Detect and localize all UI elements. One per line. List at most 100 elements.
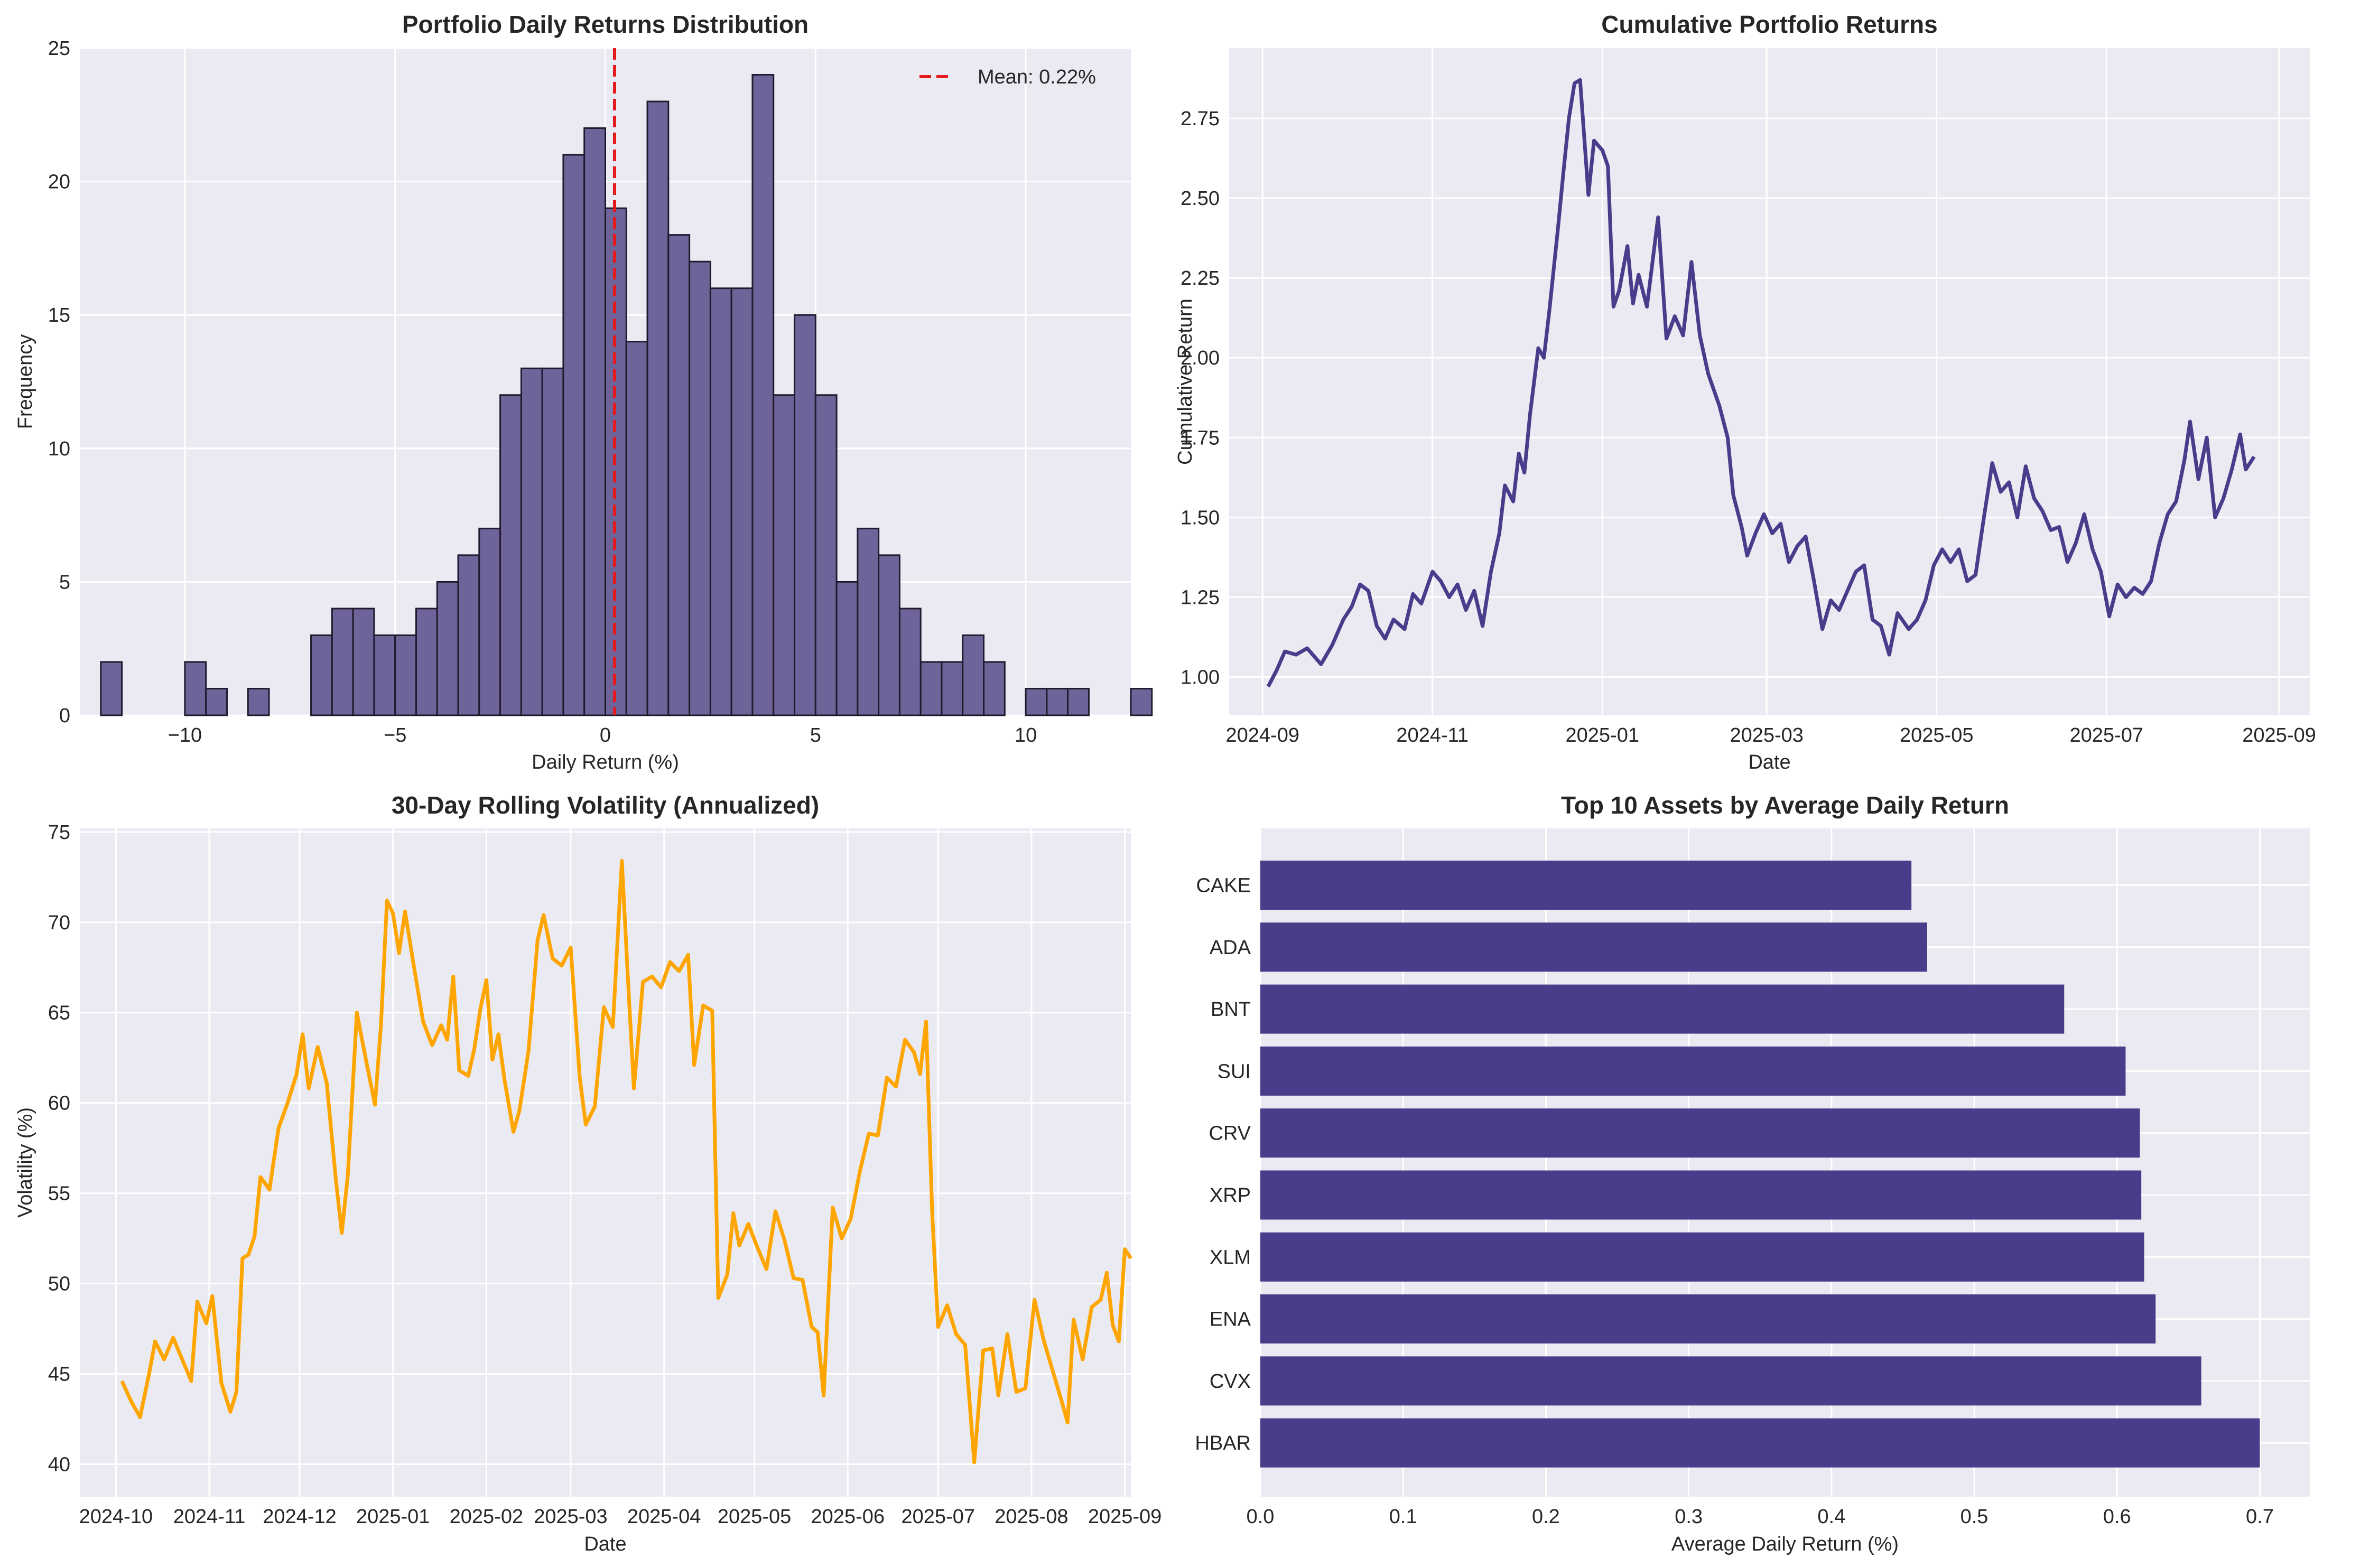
y-tick-label: 2.75 xyxy=(1181,108,1220,130)
top-assets-panel: 0.0 0.1 0.2 0.3 0.4 0.5 0.6 0.7 CAKE ADA BNT SUI CRV… xyxy=(1195,791,2310,1555)
x-tick-label: 0.5 xyxy=(1961,1506,1989,1528)
y-tick-label: 2.50 xyxy=(1181,188,1220,210)
histogram-bar xyxy=(835,581,859,716)
histogram-bar xyxy=(520,367,543,716)
histogram-bar xyxy=(1025,687,1048,716)
histogram-bar xyxy=(751,74,775,716)
asset-label: CVX xyxy=(1210,1370,1251,1393)
asset-label: HBAR xyxy=(1195,1432,1251,1454)
y-tick-label: 1.25 xyxy=(1181,586,1220,609)
histogram-bar xyxy=(310,634,333,716)
x-axis-label: Date xyxy=(1748,751,1790,773)
y-tick-label: 2.00 xyxy=(1181,347,1220,369)
histogram-bar xyxy=(583,127,606,716)
x-tick-label: 0 xyxy=(600,724,611,746)
y-axis-label: Volatility (%) xyxy=(14,1107,36,1218)
y-tick-label: 45 xyxy=(48,1364,70,1386)
histogram-bar xyxy=(415,608,438,716)
x-tick-label: 0.7 xyxy=(2246,1506,2274,1528)
x-tick-label: 0.0 xyxy=(1247,1506,1275,1528)
histogram-bar xyxy=(625,341,648,716)
x-tick-label: 2025-07 xyxy=(902,1506,975,1528)
chart-title: 30-Day Rolling Volatility (Annualized) xyxy=(392,791,819,819)
histogram-bar xyxy=(247,687,270,716)
histogram-bar xyxy=(436,581,459,716)
y-tick-label: 75 xyxy=(48,822,70,844)
asset-label: CRV xyxy=(1209,1123,1251,1145)
chart-title: Top 10 Assets by Average Daily Return xyxy=(1561,791,2009,819)
asset-label: XLM xyxy=(1210,1246,1251,1268)
x-tick-label: 2024-10 xyxy=(79,1506,153,1528)
x-tick-label: 2025-03 xyxy=(534,1506,607,1528)
asset-bar xyxy=(1260,922,1927,972)
asset-label: BNT xyxy=(1211,998,1251,1021)
histogram-bar xyxy=(1130,687,1153,716)
asset-label: SUI xyxy=(1218,1060,1251,1082)
chart-title: Portfolio Daily Returns Distribution xyxy=(402,11,809,38)
y-tick-label: 20 xyxy=(48,171,70,193)
volatility-panel: 2024-10 2024-11 2024-12 2025-01 2025-02 2025-… xyxy=(14,791,1162,1555)
x-tick-label: 2025-01 xyxy=(1566,724,1639,746)
histogram-bar xyxy=(730,287,754,716)
histogram-bar xyxy=(352,608,375,716)
asset-bar xyxy=(1260,1294,2156,1344)
asset-bar xyxy=(1260,1356,2201,1406)
y-tick-label: 2.25 xyxy=(1181,267,1220,290)
cumulative-returns-panel: 2024-09 2024-11 2025-01 2025-03 2025-05 2025-… xyxy=(1174,11,2316,773)
y-tick-label: 70 xyxy=(48,912,70,934)
x-tick-label: 0.4 xyxy=(1817,1506,1845,1528)
x-tick-label: 5 xyxy=(810,724,821,746)
x-tick-label: 2025-07 xyxy=(2070,724,2143,746)
histogram-bar xyxy=(898,608,922,716)
x-tick-label: 2024-12 xyxy=(263,1506,336,1528)
histogram-bar xyxy=(499,394,522,716)
histogram-bar xyxy=(184,661,207,716)
y-tick-label: 65 xyxy=(48,1002,70,1024)
histogram-panel: −10 −5 0 5 10 0 5 10 15 20 25 Mean: 0.22% Portfolio … xyxy=(14,11,1153,773)
histogram-bar xyxy=(457,554,480,716)
x-tick-label: 0.3 xyxy=(1675,1506,1703,1528)
y-tick-label: 1.50 xyxy=(1181,507,1220,529)
x-tick-label: 2025-04 xyxy=(627,1506,701,1528)
histogram-bar xyxy=(478,527,501,716)
x-tick-label: 2024-11 xyxy=(173,1506,246,1528)
x-tick-label: 2025-01 xyxy=(356,1506,430,1528)
histogram-bar xyxy=(983,661,1006,716)
x-tick-label: −10 xyxy=(168,724,202,746)
histogram-bar xyxy=(857,527,880,716)
y-tick-label: 1.00 xyxy=(1181,666,1220,688)
asset-bar xyxy=(1260,1108,2140,1158)
x-tick-label: 2025-06 xyxy=(811,1506,885,1528)
histogram-bar xyxy=(709,287,732,716)
histogram-bar xyxy=(962,634,985,716)
plot-area xyxy=(80,828,1131,1497)
y-tick-label: 25 xyxy=(48,38,70,60)
histogram-bar xyxy=(794,314,816,716)
histogram-bar xyxy=(562,154,586,716)
x-tick-label: 0.1 xyxy=(1389,1506,1417,1528)
y-tick-label: 10 xyxy=(48,438,70,460)
asset-label: ADA xyxy=(1210,937,1251,959)
cumulative-return-line xyxy=(1266,78,2256,688)
y-tick-label: 55 xyxy=(48,1183,70,1205)
x-tick-label: 2025-08 xyxy=(995,1506,1068,1528)
asset-label: ENA xyxy=(1210,1309,1251,1331)
plot-area xyxy=(1229,48,2310,715)
histogram-bar xyxy=(667,234,691,716)
y-axis-label: Frequency xyxy=(14,334,36,430)
y-tick-label: 1.75 xyxy=(1181,427,1220,449)
histogram-bar xyxy=(373,634,396,716)
y-tick-label: 50 xyxy=(48,1273,70,1295)
x-tick-label: 2025-03 xyxy=(1730,724,1803,746)
histogram-bar xyxy=(919,661,943,716)
x-tick-label: 2025-02 xyxy=(450,1506,523,1528)
histogram-bar xyxy=(394,634,417,716)
y-tick-label: 40 xyxy=(48,1453,70,1476)
chart-title: Cumulative Portfolio Returns xyxy=(1601,11,1937,38)
x-tick-label: 0.2 xyxy=(1532,1506,1560,1528)
asset-bar xyxy=(1260,1046,2126,1096)
x-tick-label: 2025-05 xyxy=(1900,724,1973,746)
y-tick-label: 5 xyxy=(59,571,70,593)
histogram-bar xyxy=(205,687,228,716)
y-tick-label: 15 xyxy=(48,304,70,326)
